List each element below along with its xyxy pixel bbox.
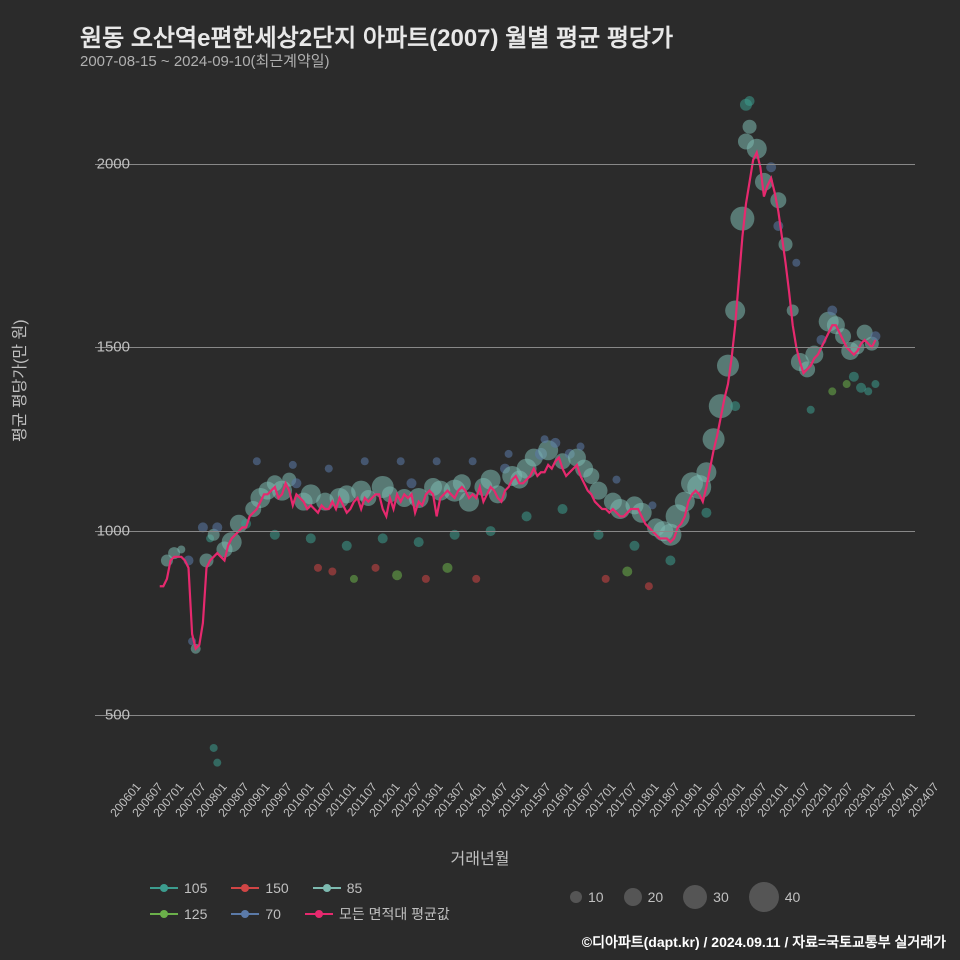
data-point bbox=[827, 306, 837, 316]
data-point bbox=[779, 237, 793, 251]
gridline bbox=[95, 715, 915, 716]
data-point bbox=[472, 575, 480, 583]
data-point bbox=[645, 582, 653, 590]
data-point bbox=[541, 435, 549, 443]
data-point bbox=[558, 504, 568, 514]
size-legend-item: 10 bbox=[570, 889, 604, 905]
data-point bbox=[213, 759, 221, 767]
legend-item: 150 bbox=[231, 880, 288, 896]
data-point bbox=[505, 450, 513, 458]
data-point bbox=[745, 96, 755, 106]
plot-area bbox=[95, 90, 915, 770]
data-point bbox=[328, 568, 336, 576]
size-legend: 10 20 30 40 bbox=[570, 882, 800, 912]
x-axis-label: 거래년월 bbox=[451, 845, 510, 869]
data-point bbox=[743, 120, 757, 134]
y-tick-label: 1500 bbox=[70, 339, 130, 356]
y-tick-label: 500 bbox=[70, 706, 130, 723]
legend-item: 70 bbox=[231, 904, 281, 924]
data-point bbox=[864, 387, 872, 395]
chart-subtitle: 2007-08-15 ~ 2024-09-10(최근계약일) bbox=[80, 50, 330, 71]
data-point bbox=[414, 537, 424, 547]
data-point bbox=[522, 511, 532, 521]
gridline bbox=[95, 164, 915, 165]
data-point bbox=[392, 570, 402, 580]
data-point bbox=[807, 406, 815, 414]
data-point bbox=[177, 545, 185, 553]
footer-credits: ©디아파트(dapt.kr) / 2024.09.11 / 자료=국토교통부 실… bbox=[582, 932, 946, 952]
y-axis-label: 평균 평당가(만 원) bbox=[6, 319, 30, 442]
data-point bbox=[602, 575, 610, 583]
data-point bbox=[325, 465, 333, 473]
data-point bbox=[422, 575, 430, 583]
data-point bbox=[577, 443, 585, 451]
data-point bbox=[648, 501, 656, 509]
data-point bbox=[397, 457, 405, 465]
data-point bbox=[843, 380, 851, 388]
chart-svg bbox=[95, 90, 915, 770]
data-point bbox=[665, 555, 675, 565]
data-point bbox=[289, 461, 297, 469]
data-point bbox=[350, 575, 358, 583]
data-point bbox=[469, 457, 477, 465]
data-point bbox=[696, 462, 716, 482]
color-legend: 105 150 85 125 70 모든 면적대 평균값 bbox=[150, 880, 450, 924]
data-point bbox=[378, 533, 388, 543]
data-point bbox=[210, 744, 218, 752]
gridline bbox=[95, 347, 915, 348]
data-point bbox=[701, 508, 711, 518]
data-point bbox=[828, 387, 836, 395]
data-point bbox=[291, 478, 301, 488]
legend-item: 105 bbox=[150, 880, 207, 896]
legend-item: 85 bbox=[313, 880, 363, 896]
data-point bbox=[612, 476, 620, 484]
data-point bbox=[717, 355, 739, 377]
data-point bbox=[622, 567, 632, 577]
data-point bbox=[442, 563, 452, 573]
data-point bbox=[406, 478, 416, 488]
data-point bbox=[871, 380, 879, 388]
data-point bbox=[453, 474, 471, 492]
y-tick-label: 2000 bbox=[70, 155, 130, 172]
data-point bbox=[306, 533, 316, 543]
data-point bbox=[583, 468, 599, 484]
data-point bbox=[870, 331, 880, 341]
data-point bbox=[433, 457, 441, 465]
size-legend-item: 20 bbox=[624, 888, 664, 906]
avg-line bbox=[160, 152, 876, 648]
size-legend-item: 40 bbox=[749, 882, 801, 912]
data-point bbox=[372, 564, 380, 572]
legend-item: 125 bbox=[150, 904, 207, 924]
chart-title: 원동 오산역e편한세상2단지 아파트(2007) 월별 평균 평당가 bbox=[80, 18, 673, 53]
data-point bbox=[550, 438, 560, 448]
data-point bbox=[787, 305, 799, 317]
legend-item: 모든 면적대 평균값 bbox=[305, 904, 450, 924]
data-point bbox=[730, 401, 740, 411]
size-legend-item: 30 bbox=[683, 885, 729, 909]
data-point bbox=[849, 372, 859, 382]
data-point bbox=[361, 457, 369, 465]
data-point bbox=[342, 541, 352, 551]
data-point bbox=[459, 492, 479, 512]
data-point bbox=[222, 532, 242, 552]
data-point bbox=[629, 541, 639, 551]
data-point bbox=[792, 259, 800, 267]
data-point bbox=[253, 457, 261, 465]
gridline bbox=[95, 531, 915, 532]
y-tick-label: 1000 bbox=[70, 523, 130, 540]
data-point bbox=[314, 564, 322, 572]
